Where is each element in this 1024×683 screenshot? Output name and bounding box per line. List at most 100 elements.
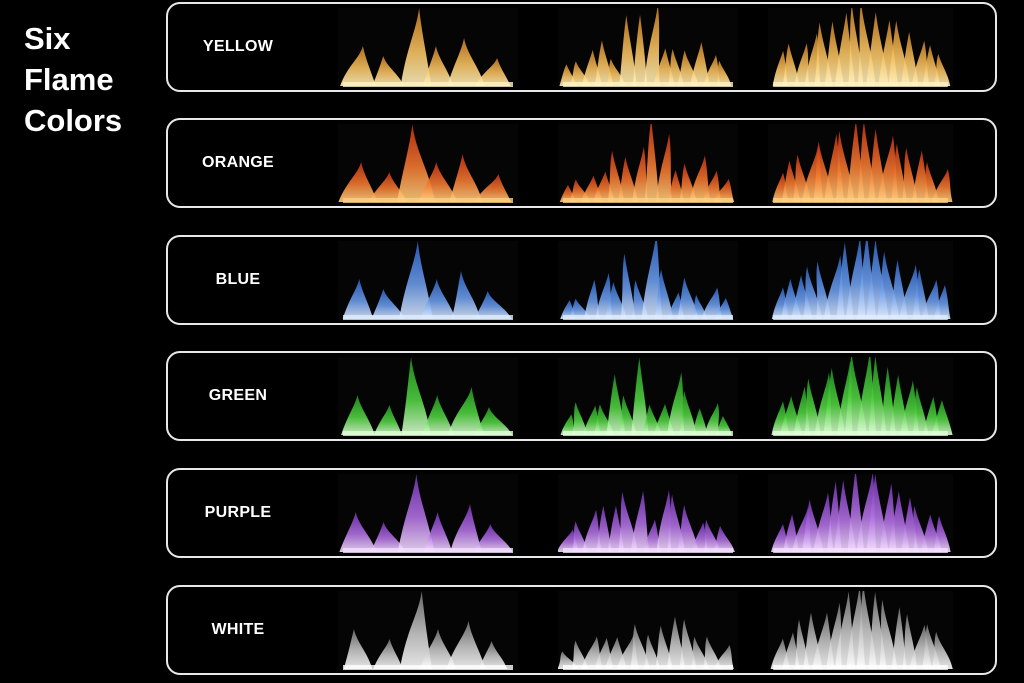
flame-image-tall-tips bbox=[768, 591, 953, 671]
flame-tongue bbox=[912, 387, 929, 435]
flame-image-wide-spread bbox=[558, 591, 738, 671]
flame-tongue bbox=[474, 174, 512, 202]
flame-tongue bbox=[400, 8, 432, 86]
flame-tongue bbox=[931, 399, 953, 435]
flame-tongue bbox=[641, 241, 663, 319]
flame-image-low-cluster bbox=[338, 241, 518, 321]
flame-color-panel-green: GREEN bbox=[166, 351, 997, 441]
title-line: Colors bbox=[24, 103, 123, 138]
flame-tongue bbox=[420, 279, 456, 319]
flame-tongue bbox=[702, 636, 722, 669]
flame-tongue bbox=[371, 289, 405, 319]
flame-tongue bbox=[606, 374, 626, 435]
flame-color-label: YELLOW bbox=[202, 38, 274, 55]
flame-tongue bbox=[656, 489, 672, 552]
flame-tongue bbox=[912, 269, 929, 319]
flame-tongue bbox=[418, 162, 458, 202]
flame-tongue bbox=[473, 524, 513, 552]
title-line: Flame bbox=[24, 62, 114, 97]
flame-image-tall-tips bbox=[768, 124, 953, 204]
flame-tongue bbox=[901, 31, 919, 86]
flame-tongue bbox=[373, 639, 403, 669]
flame-color-label: WHITE bbox=[211, 621, 265, 638]
flame-tongue bbox=[933, 515, 951, 552]
flame-tongue bbox=[447, 387, 485, 435]
flame-tongue bbox=[689, 155, 711, 202]
flame-tongue bbox=[690, 42, 710, 86]
flame-tongue bbox=[368, 172, 408, 202]
flame-tongue bbox=[868, 357, 887, 435]
flame-tongue bbox=[422, 46, 454, 86]
flame-tongue bbox=[572, 521, 588, 552]
flame-tongue bbox=[605, 282, 627, 319]
flame-tongue bbox=[891, 143, 907, 202]
flame-tongue bbox=[396, 124, 436, 202]
flame-tongue bbox=[572, 402, 588, 435]
flame-tongue bbox=[924, 161, 939, 202]
flame-tongue bbox=[701, 287, 723, 319]
flame-tongue bbox=[715, 416, 733, 435]
flame-image-low-cluster bbox=[338, 591, 518, 671]
flame-tongue bbox=[419, 629, 457, 669]
flame-tongue bbox=[692, 408, 708, 435]
flame-tongue bbox=[666, 616, 686, 669]
flame-tongue bbox=[370, 522, 406, 552]
flame-tongue bbox=[399, 591, 433, 669]
flame-color-panel-purple: PURPLE bbox=[166, 468, 997, 558]
flame-image-wide-spread bbox=[558, 474, 738, 554]
flame-tongue bbox=[912, 150, 930, 202]
flame-tongue bbox=[644, 634, 660, 669]
flame-tongue bbox=[630, 623, 650, 669]
flame-tongue bbox=[451, 271, 481, 319]
flame-tongue bbox=[782, 43, 800, 86]
flame-tongue bbox=[342, 279, 374, 319]
flame-tongue bbox=[446, 621, 486, 669]
flame-tongue bbox=[713, 178, 735, 202]
flame-tongue bbox=[653, 48, 675, 86]
title-line: Six bbox=[24, 21, 71, 56]
flame-color-panel-yellow: YELLOW bbox=[166, 2, 997, 92]
flame-tongue bbox=[704, 403, 720, 435]
flame-tongue bbox=[804, 378, 821, 435]
flame-image-wide-spread bbox=[558, 8, 738, 88]
flame-tongue bbox=[901, 497, 919, 552]
flame-image-tall-tips bbox=[768, 8, 953, 88]
flame-tongue bbox=[401, 357, 431, 435]
flame-tongue bbox=[782, 632, 800, 669]
flame-tongue bbox=[654, 269, 674, 319]
flame-tongue bbox=[655, 625, 673, 669]
flame-color-panel-white: WHITE bbox=[166, 585, 997, 675]
flame-tongue bbox=[630, 490, 650, 552]
flame-tongue bbox=[582, 509, 602, 552]
flame-tongue bbox=[644, 8, 660, 86]
flame-tongue bbox=[933, 284, 951, 319]
flame-color-label: GREEN bbox=[208, 387, 268, 404]
flame-tongue bbox=[619, 15, 637, 87]
flame-tongue bbox=[618, 157, 638, 202]
flame-image-tall-tips bbox=[768, 474, 953, 554]
flame-tongue bbox=[339, 512, 377, 552]
flame-tongue bbox=[618, 491, 638, 552]
flame-tongue bbox=[713, 525, 735, 552]
flame-tongue bbox=[902, 147, 918, 202]
flame-image-low-cluster bbox=[338, 8, 518, 88]
flame-color-panel-orange: ORANGE bbox=[166, 118, 997, 208]
flame-tongue bbox=[667, 170, 685, 202]
flame-tongue bbox=[341, 395, 375, 435]
flame-image-wide-spread bbox=[558, 357, 738, 437]
flame-image-low-cluster bbox=[338, 124, 518, 204]
flame-tongue bbox=[655, 133, 673, 202]
flame-tongue bbox=[643, 519, 661, 552]
flame-tongue bbox=[475, 58, 511, 86]
flame-image-wide-spread bbox=[558, 124, 738, 204]
flame-tongue bbox=[620, 253, 636, 319]
flame-tongue bbox=[931, 631, 953, 669]
flame-tongue bbox=[677, 277, 699, 319]
flame-tongue bbox=[632, 14, 648, 87]
flame-tongue bbox=[338, 162, 378, 202]
flame-color-label: PURPLE bbox=[204, 504, 272, 521]
flame-tongue bbox=[594, 40, 614, 86]
flame-tongue bbox=[449, 154, 483, 202]
flame-tongue bbox=[340, 46, 376, 86]
flame-tongue bbox=[584, 279, 600, 319]
